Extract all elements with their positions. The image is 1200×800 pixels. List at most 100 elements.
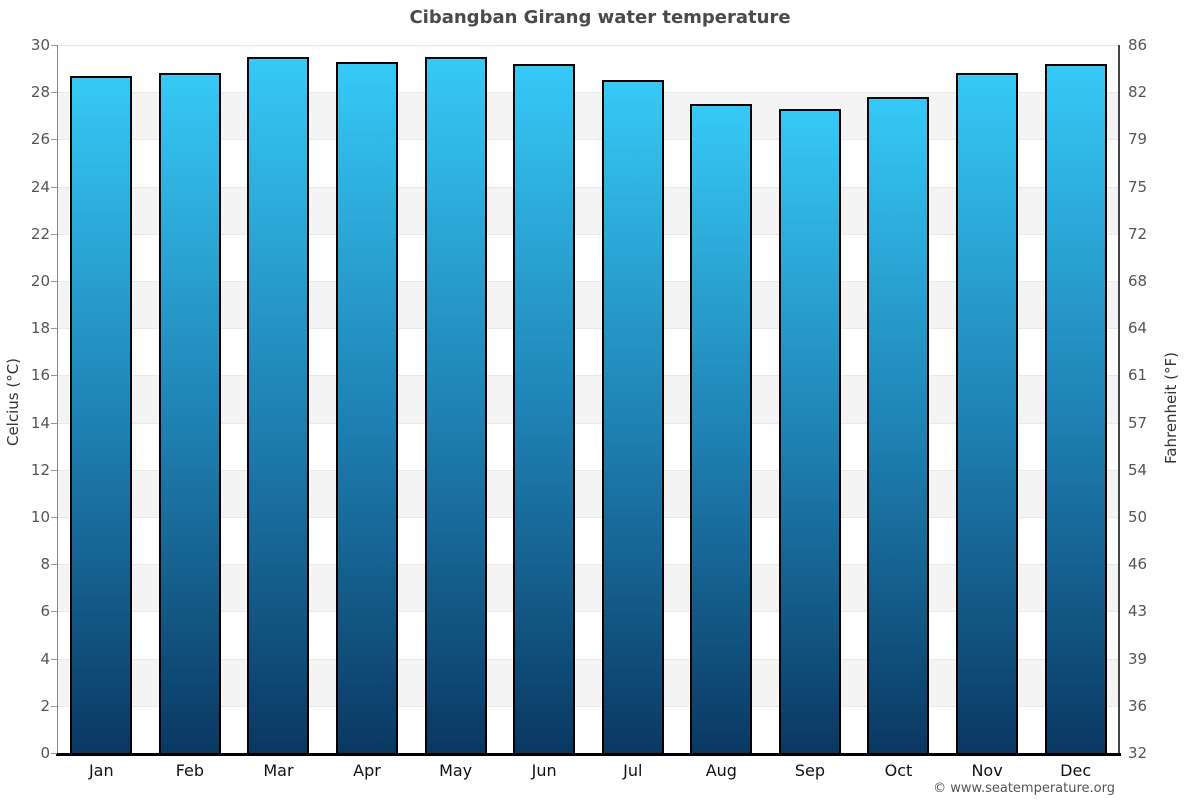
fahrenheit-tick-72: 72: [1128, 224, 1148, 243]
bar-jul[interactable]: [601, 80, 664, 753]
grid-band: [57, 564, 1120, 612]
celsius-tick-24: 24: [30, 177, 50, 196]
celsius-tick-2: 2: [40, 696, 50, 715]
x-label-mar: Mar: [263, 761, 294, 780]
x-axis-labels: Jan Feb Mar Apr May Jun Jul Aug Sep Oct Nov Dec: [57, 761, 1120, 780]
grid-band: [57, 92, 1120, 140]
bar-slot-sep: [766, 45, 855, 753]
grid-band: [57, 375, 1120, 423]
bar-nov[interactable]: [956, 73, 1019, 753]
celsius-tick-mark: [51, 611, 57, 613]
y-axis-labels-fahrenheit: 86 82 79 75 72 68 64 61 57 54 50 46 43 39 36 32: [1128, 0, 1188, 800]
x-label-jun: Jun: [531, 761, 557, 780]
celsius-tick-mark: [51, 375, 57, 377]
x-label-apr: Apr: [353, 761, 381, 780]
x-label-may: May: [439, 761, 473, 780]
grid-band: [57, 186, 1120, 234]
bar-sep[interactable]: [778, 108, 841, 753]
grid-band: [57, 658, 1120, 706]
celsius-tick-4: 4: [40, 649, 50, 668]
bar-dec[interactable]: [1044, 63, 1107, 753]
x-label-oct: Oct: [884, 761, 913, 780]
fahrenheit-tick-61: 61: [1128, 366, 1148, 385]
bar-slot-aug: [677, 45, 766, 753]
x-label-feb: Feb: [175, 761, 205, 780]
celsius-tick-mark: [51, 564, 57, 566]
fahrenheit-tick-39: 39: [1128, 649, 1148, 668]
chart-title: Cibangban Girang water temperature: [409, 7, 791, 28]
grid-band: [57, 233, 1120, 281]
plot-area: [56, 45, 1121, 756]
celsius-tick-26: 26: [30, 130, 50, 149]
grid-band: [57, 281, 1120, 329]
bar-apr[interactable]: [336, 61, 399, 753]
bar-slot-mar: [234, 45, 323, 753]
bar-mar[interactable]: [247, 56, 310, 753]
celsius-tick-mark: [51, 139, 57, 141]
grid-band: [57, 422, 1120, 470]
fahrenheit-tick-79: 79: [1128, 130, 1148, 149]
bar-may[interactable]: [424, 56, 487, 753]
celsius-tick-mark: [51, 753, 57, 754]
celsius-tick-mark: [51, 233, 57, 235]
fahrenheit-tick-43: 43: [1128, 602, 1148, 621]
celsius-tick-28: 28: [30, 83, 50, 102]
celsius-tick-18: 18: [30, 319, 50, 338]
y-axis-line-left: [57, 45, 58, 753]
bar-jun[interactable]: [513, 63, 576, 753]
bar-slot-may: [411, 45, 500, 753]
celsius-tick-16: 16: [30, 366, 50, 385]
bar-slot-jun: [500, 45, 589, 753]
x-axis-line: [56, 753, 1121, 756]
x-label-aug: Aug: [705, 761, 737, 780]
grid-band: [57, 328, 1120, 376]
celsius-tick-mark: [51, 281, 57, 282]
copyright-note: © www.seatemperature.org: [933, 781, 1115, 796]
bar-feb[interactable]: [158, 73, 221, 753]
bars-container: [57, 45, 1120, 753]
y-axis-line-right: [1118, 45, 1120, 753]
celsius-tick-14: 14: [30, 413, 50, 432]
bar-aug[interactable]: [690, 104, 753, 753]
fahrenheit-tick-36: 36: [1128, 696, 1148, 715]
x-label-nov: Nov: [971, 761, 1003, 780]
celsius-tick-mark: [51, 92, 57, 94]
bar-slot-feb: [146, 45, 235, 753]
grid-band: [57, 611, 1120, 659]
bar-oct[interactable]: [867, 96, 930, 753]
fahrenheit-tick-75: 75: [1128, 177, 1148, 196]
y-axis-labels-celsius: 30 28 26 24 22 20 18 16 14 12 10 8 6 4 2 0: [0, 0, 50, 800]
fahrenheit-tick-82: 82: [1128, 83, 1148, 102]
bar-slot-nov: [943, 45, 1032, 753]
bar-slot-oct: [854, 45, 943, 753]
celsius-tick-mark: [51, 705, 57, 707]
fahrenheit-tick-64: 64: [1128, 319, 1148, 338]
celsius-tick-22: 22: [30, 224, 50, 243]
bar-slot-dec: [1031, 45, 1120, 753]
celsius-tick-12: 12: [30, 460, 50, 479]
celsius-tick-mark: [51, 328, 57, 330]
bar-slot-jan: [57, 45, 146, 753]
grid-band: [57, 139, 1120, 187]
fahrenheit-tick-57: 57: [1128, 413, 1148, 432]
bar-jan[interactable]: [70, 75, 133, 753]
gridline-bands: [57, 45, 1120, 753]
grid-band: [57, 705, 1120, 753]
x-label-jul: Jul: [623, 761, 643, 780]
x-label-dec: Dec: [1060, 761, 1092, 780]
celsius-tick-mark: [51, 517, 57, 518]
bar-slot-jul: [588, 45, 677, 753]
celsius-tick-0: 0: [40, 744, 50, 762]
grid-band: [57, 469, 1120, 517]
celsius-tick-10: 10: [30, 508, 50, 526]
grid-band: [57, 45, 1120, 93]
celsius-tick-30: 30: [30, 36, 50, 54]
x-label-jan: Jan: [88, 761, 114, 780]
celsius-tick-mark: [51, 186, 57, 188]
fahrenheit-tick-68: 68: [1128, 272, 1148, 290]
x-label-sep: Sep: [794, 761, 825, 780]
fahrenheit-tick-46: 46: [1128, 555, 1148, 574]
fahrenheit-tick-54: 54: [1128, 460, 1148, 479]
celsius-tick-20: 20: [30, 272, 50, 290]
